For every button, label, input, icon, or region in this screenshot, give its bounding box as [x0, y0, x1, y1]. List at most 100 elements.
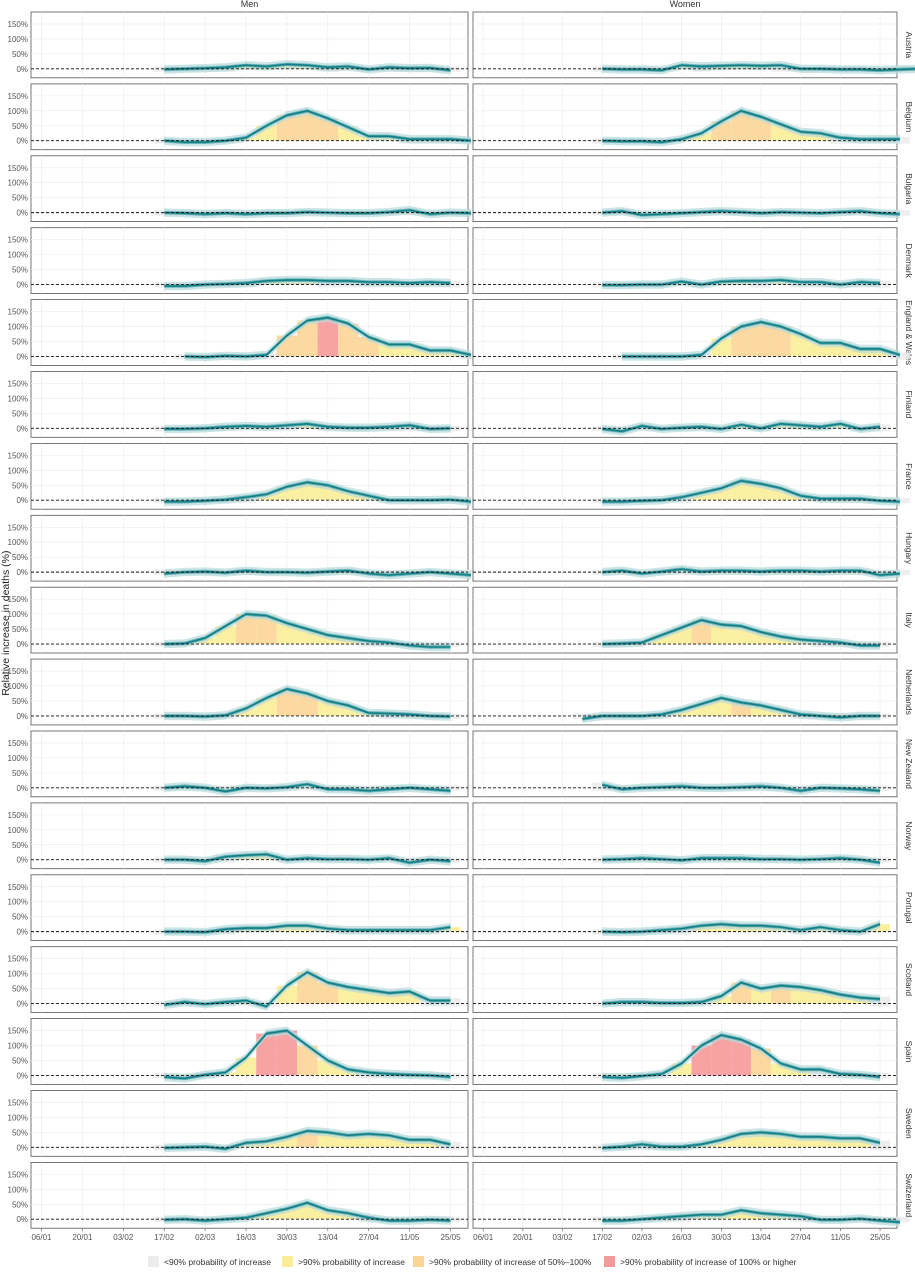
y-tick-label: 0% — [16, 1000, 28, 1009]
y-tick-label: 100% — [8, 1113, 28, 1122]
band-outer — [602, 978, 881, 1008]
probability-shade — [338, 491, 359, 501]
series-line — [602, 1131, 881, 1149]
y-tick-label: 100% — [8, 1042, 28, 1051]
legend-swatch — [413, 1256, 424, 1267]
y-tick-label: 150% — [8, 739, 28, 748]
y-tick-label: 50% — [12, 337, 28, 346]
y-tick-label: 50% — [12, 913, 28, 922]
probability-shade — [770, 1063, 791, 1076]
row-label-austria: Austria — [904, 32, 914, 59]
panel-women-11 — [472, 802, 898, 870]
panel-men-10 — [30, 730, 469, 798]
row-label-france: France — [904, 463, 914, 490]
probability-shade — [711, 1035, 732, 1076]
probability-shade — [572, 713, 593, 719]
band-outer — [602, 854, 881, 867]
row-label-new-zealand: New Zealand — [904, 739, 914, 789]
probability-shade — [651, 635, 672, 645]
x-tick-label: 02/03 — [195, 1233, 216, 1242]
y-tick-label: 0% — [16, 928, 28, 937]
y-tick-label: 0% — [16, 1143, 28, 1152]
probability-shade — [256, 1033, 277, 1076]
band-inner — [164, 687, 451, 719]
panel-men-6 — [30, 442, 482, 510]
x-tick-label: 11/05 — [400, 1233, 420, 1242]
y-tick-label: 100% — [8, 251, 28, 260]
probability-shade — [830, 994, 851, 1004]
y-tick-label: 100% — [8, 538, 28, 547]
y-tick-label: 50% — [12, 697, 28, 706]
y-tick-label: 150% — [8, 595, 28, 604]
x-tick-label: 16/03 — [236, 1233, 257, 1242]
probability-shade — [276, 1208, 298, 1220]
y-tick-label: 50% — [12, 266, 28, 275]
panel-men-2 — [30, 155, 482, 223]
y-tick-label: 0% — [16, 1071, 28, 1080]
band-inner — [602, 922, 881, 935]
panel-men-11 — [30, 802, 469, 870]
panel-women-7 — [472, 514, 910, 582]
band-outer — [602, 419, 881, 436]
band-inner — [164, 612, 451, 649]
series-line — [602, 619, 881, 647]
panel-women-3 — [472, 227, 898, 294]
y-tick-label: 0% — [16, 784, 28, 793]
series-line — [164, 783, 451, 793]
probability-shade — [711, 624, 732, 645]
y-tick-label: 50% — [12, 841, 28, 850]
y-tick-label: 150% — [8, 451, 28, 460]
legend-swatch — [148, 1256, 159, 1267]
x-tick-label: 27/04 — [359, 1233, 380, 1242]
panel-men-1 — [30, 83, 482, 151]
probability-shade — [870, 996, 890, 1007]
band-outer — [164, 60, 451, 75]
x-tick-label: 11/05 — [831, 1233, 851, 1242]
y-tick-label: 50% — [12, 1128, 28, 1137]
row-label-netherlands: Netherlands — [904, 669, 914, 715]
y-tick-label: 150% — [8, 379, 28, 388]
series-line — [602, 210, 900, 216]
panel-women-12 — [472, 874, 898, 941]
probability-shade — [731, 110, 752, 141]
probability-shade — [338, 1135, 359, 1148]
y-tick-label: 100% — [8, 898, 28, 907]
y-tick-label: 50% — [12, 50, 28, 59]
y-tick-label: 100% — [8, 179, 28, 188]
y-tick-label: 50% — [12, 625, 28, 634]
row-label-hungary: Hungary — [904, 532, 914, 565]
y-tick-label: 50% — [12, 1200, 28, 1209]
probability-shade — [751, 705, 771, 716]
x-tick-label: 25/05 — [441, 1233, 462, 1242]
series-line — [602, 109, 900, 144]
y-tick-label: 100% — [8, 826, 28, 835]
panel-men-16 — [30, 1162, 469, 1229]
panel-women-0 — [472, 11, 915, 79]
probability-shade — [276, 1136, 298, 1148]
series-line — [602, 64, 915, 72]
y-tick-label: 0% — [16, 352, 28, 361]
band-outer — [602, 106, 900, 147]
probability-shade — [276, 689, 298, 716]
probability-shade — [731, 326, 752, 357]
y-tick-label: 100% — [8, 394, 28, 403]
series-line — [602, 423, 881, 433]
probability-shade — [338, 705, 359, 716]
x-tick-label: 02/03 — [632, 1233, 653, 1242]
y-tick-label: 150% — [8, 667, 28, 676]
series-line — [164, 613, 451, 648]
y-tick-label: 150% — [8, 1027, 28, 1036]
y-tick-label: 0% — [16, 209, 28, 218]
probability-shade — [297, 972, 318, 1004]
x-tick-label: 30/03 — [277, 1233, 298, 1242]
y-tick-label: 150% — [8, 20, 28, 29]
row-label-finland: Finland — [904, 390, 914, 418]
panel-men-12 — [30, 874, 469, 941]
y-tick-label: 100% — [8, 323, 28, 332]
probability-shade — [399, 344, 420, 357]
probability-shade — [751, 632, 771, 645]
x-tick-label: 20/01 — [72, 1233, 93, 1242]
x-tick-label: 16/03 — [672, 1233, 693, 1242]
panel-men-5 — [30, 371, 469, 438]
band-outer — [164, 275, 451, 291]
